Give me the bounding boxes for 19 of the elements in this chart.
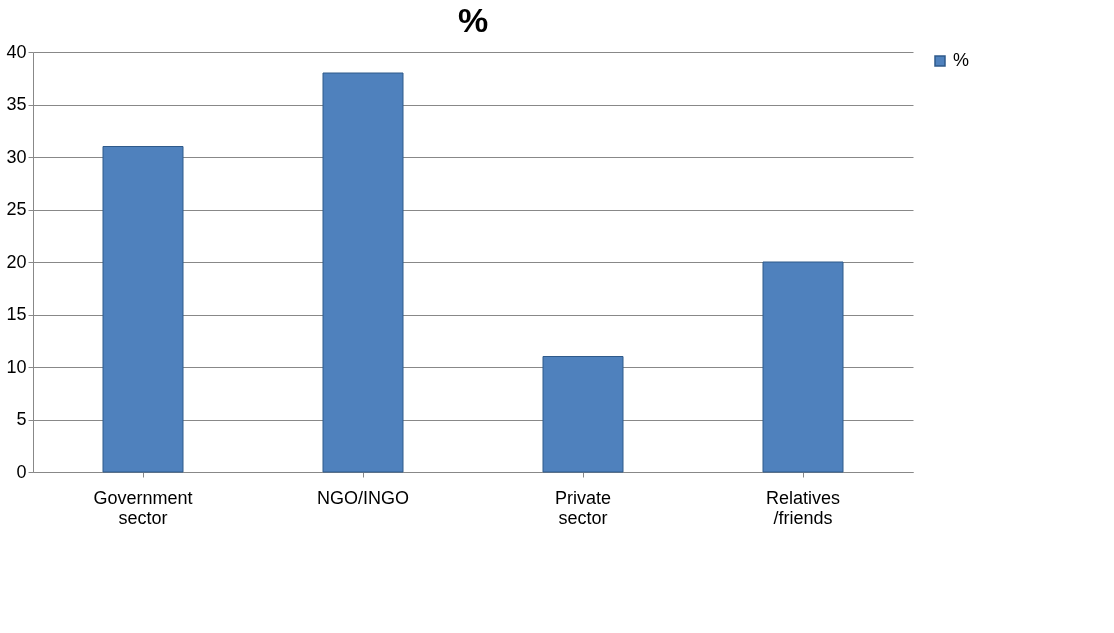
chart-title: % — [457, 1, 489, 39]
bar — [762, 261, 844, 473]
x-tick-label: Relatives /friends — [765, 487, 841, 528]
y-tick-label: 15 — [6, 304, 27, 324]
y-tick-label: 20 — [6, 251, 27, 272]
bar — [542, 356, 624, 473]
y-tick-label: 0 — [16, 461, 27, 482]
y-tick-label: 30 — [6, 146, 27, 167]
x-tick-label: NGO/INGO — [316, 487, 410, 508]
legend-label: % — [953, 50, 970, 70]
y-tick-label: 35 — [6, 94, 27, 114]
y-tick-label: 40 — [6, 41, 27, 62]
x-tick-label: Private sector — [554, 487, 612, 528]
bar — [322, 72, 404, 473]
y-tick-label: 10 — [6, 356, 27, 377]
y-tick-label: 5 — [16, 409, 27, 429]
x-tick-label: Government sector — [93, 487, 193, 528]
bar — [102, 146, 184, 473]
y-tick-label: 25 — [6, 199, 27, 219]
